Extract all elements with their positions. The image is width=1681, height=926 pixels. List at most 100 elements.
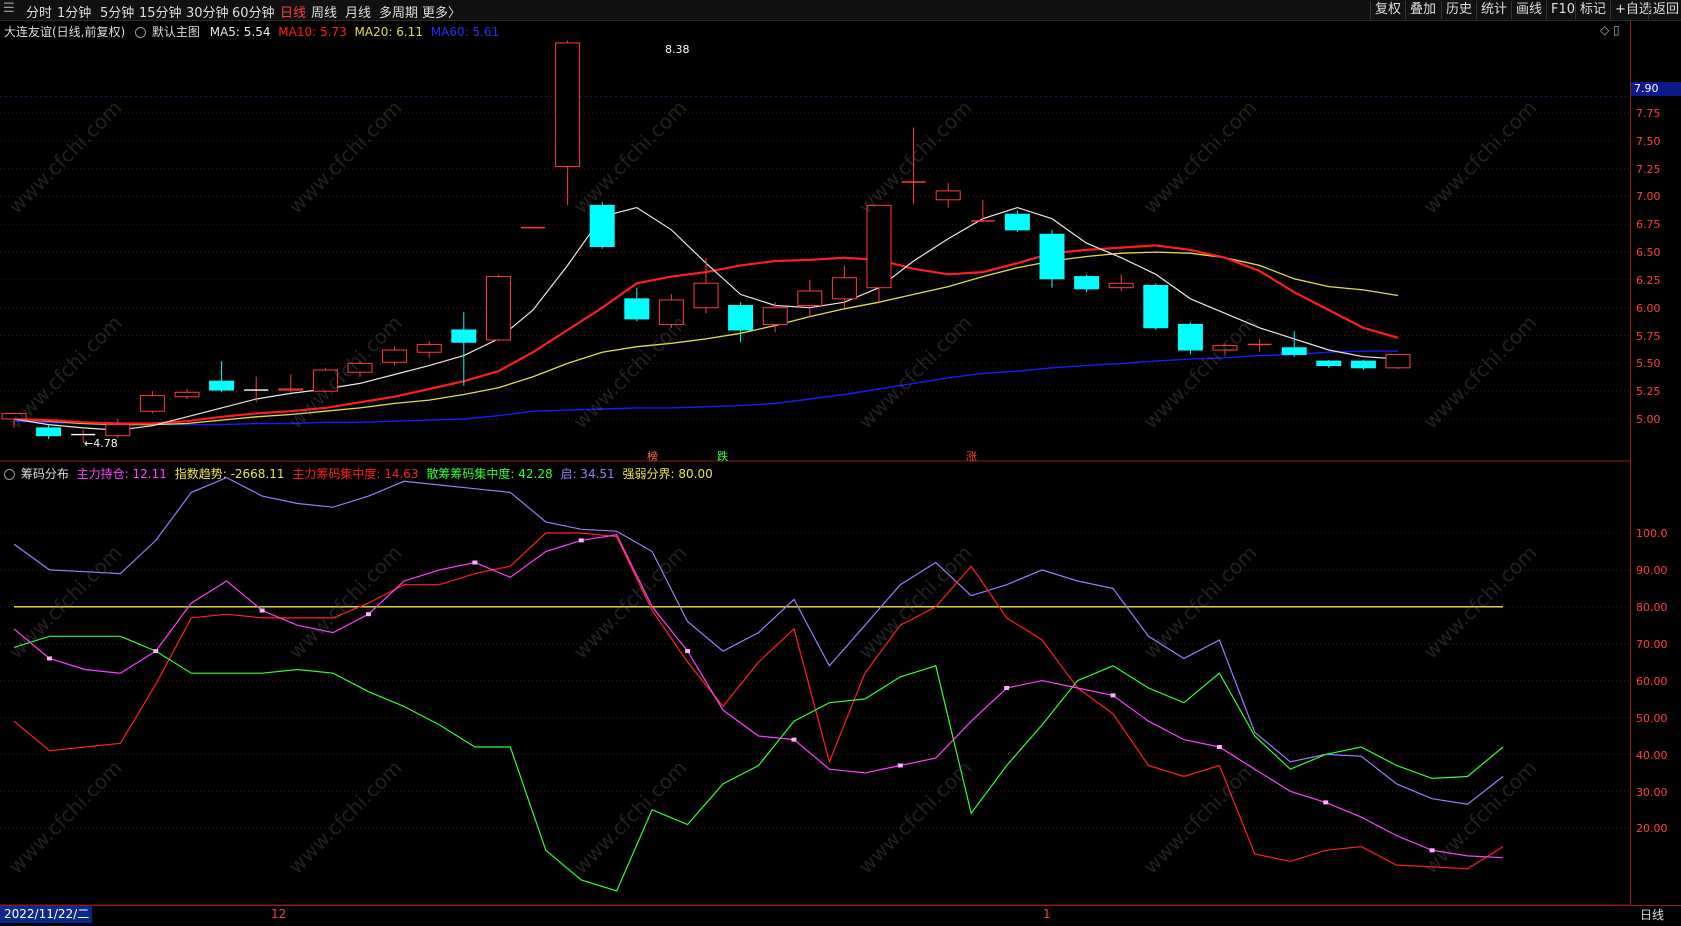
candle-body-up xyxy=(555,42,581,167)
candle-body-up xyxy=(1108,282,1134,289)
history-button[interactable]: 历史 xyxy=(1441,1,1476,19)
candle-body-up xyxy=(797,290,823,307)
main-hold-marker xyxy=(1004,685,1010,690)
price-tick: 6.75 xyxy=(1636,218,1661,231)
main-hold-marker xyxy=(46,656,52,661)
candle-body-up xyxy=(866,204,892,289)
candle-body-up xyxy=(174,391,200,398)
ma5-line xyxy=(13,206,1399,431)
candle-body-up xyxy=(105,424,131,437)
candle-body-up xyxy=(658,299,684,325)
period-tab-15min[interactable]: 15分钟 xyxy=(139,6,182,21)
candle-body-up xyxy=(485,276,511,341)
period-tab-multi[interactable]: 多周期 xyxy=(379,6,419,21)
stats-button[interactable]: 统计 xyxy=(1476,1,1511,19)
candle-body-up xyxy=(312,369,338,392)
price-tick: 6.00 xyxy=(1636,302,1661,315)
price-tick: 6.25 xyxy=(1636,274,1661,287)
candle-body-down xyxy=(1177,323,1203,351)
collapse-icon[interactable]: ▯ xyxy=(1613,23,1620,37)
main-hold-line xyxy=(13,534,1504,859)
sub-tick: 60.00 xyxy=(1636,675,1668,688)
main-hold-marker xyxy=(1429,848,1435,853)
main-hold-marker xyxy=(897,763,903,768)
low-price-label: ←4.78 xyxy=(84,437,118,450)
candle-body-up xyxy=(278,388,304,391)
period-tab-30min[interactable]: 30分钟 xyxy=(186,6,229,21)
candle-body-up xyxy=(1212,345,1238,351)
candle-body-down xyxy=(1316,360,1342,367)
main-hold-marker xyxy=(1216,745,1222,750)
adjust-button[interactable]: 复权 xyxy=(1370,1,1405,19)
ma10-value: MA10: 5.73 xyxy=(278,25,347,39)
kline-chart[interactable] xyxy=(0,0,1630,905)
ma20-value: MA20: 6.11 xyxy=(354,25,423,39)
mark-button[interactable]: 标记 xyxy=(1575,1,1610,19)
sub-tick: 40.00 xyxy=(1636,749,1668,762)
main-hold-marker xyxy=(366,612,372,617)
sub-indicator-title[interactable]: 筹码分布 xyxy=(20,467,69,481)
candle-body-up xyxy=(831,277,857,300)
signal-bang: 榜 xyxy=(647,450,658,463)
retail-concentration-line xyxy=(13,635,1504,892)
f10-button[interactable]: F10 xyxy=(1546,1,1579,19)
main-hold-value: 主力持仓: 12.11 xyxy=(76,467,167,481)
candle-body-up xyxy=(693,282,719,309)
candle-body-up xyxy=(347,362,373,373)
sub-tick: 100.0 xyxy=(1636,527,1668,540)
main-hold-marker xyxy=(1110,693,1116,698)
period-tab-more[interactable]: 更多〉 xyxy=(422,6,462,21)
indicator-toggle-icon[interactable] xyxy=(135,27,147,38)
period-toolbar: ☰ 分时 1分钟 5分钟 15分钟 30分钟 60分钟 日线 周线 月线 多周期… xyxy=(0,0,1681,21)
sub-tick: 30.00 xyxy=(1636,786,1668,799)
period-tab-5min[interactable]: 5分钟 xyxy=(100,6,135,21)
low-price-value: 4.78 xyxy=(93,437,118,450)
price-scale xyxy=(1630,20,1681,905)
period-tab-1min[interactable]: 1分钟 xyxy=(57,6,92,21)
start-value: 启: 34.51 xyxy=(560,467,615,481)
month-12-label: 12 xyxy=(271,907,287,921)
candle-body-down xyxy=(1074,276,1100,290)
index-trend-value: 指数趋势: -2668.11 xyxy=(174,467,285,481)
ma20-line xyxy=(13,251,1399,426)
main-hold-marker xyxy=(685,649,691,654)
main-hold-marker xyxy=(578,538,584,543)
period-tab-60min[interactable]: 60分钟 xyxy=(232,6,275,21)
period-indicator-button[interactable]: 日线 xyxy=(1640,908,1665,922)
candle-body-up xyxy=(935,190,961,201)
price-tick: 7.50 xyxy=(1636,135,1661,148)
draw-button[interactable]: 画线 xyxy=(1511,1,1546,19)
cursor-date: 2022/11/22/二 xyxy=(0,906,92,923)
main-chart-legend: 大连友谊(日线,前复权) 默认主图 MA5: 5.54 MA10: 5.73 M… xyxy=(4,23,499,40)
overlay-button[interactable]: 叠加 xyxy=(1405,1,1440,19)
period-tab-weekly[interactable]: 周线 xyxy=(311,6,338,21)
add-watchlist-button[interactable]: +自选 xyxy=(1610,1,1656,19)
candle-body-up xyxy=(416,343,442,353)
period-tab-monthly[interactable]: 月线 xyxy=(345,6,372,21)
ma60-line xyxy=(13,350,1398,426)
sub-indicator-icon[interactable] xyxy=(4,469,15,480)
sub-tick: 70.00 xyxy=(1636,638,1668,651)
menu-icon[interactable]: ☰ xyxy=(3,1,15,16)
back-button[interactable]: 返回 xyxy=(1648,1,1681,19)
sub-tick: 80.00 xyxy=(1636,601,1668,614)
sub-chart-legend: 筹码分布 主力持仓: 12.11 指数趋势: -2668.11 主力筹码集中度:… xyxy=(4,465,713,482)
candle-body-down xyxy=(728,305,754,331)
candle-body-down xyxy=(1004,213,1030,231)
diamond-icon[interactable]: ◇ xyxy=(1600,23,1610,37)
price-tick: 6.50 xyxy=(1636,246,1661,259)
high-price-label: 8.38 xyxy=(665,43,690,56)
period-tab-fenshi[interactable]: 分时 xyxy=(26,6,53,21)
ma5-value: MA5: 5.54 xyxy=(209,25,271,39)
candle-body-up xyxy=(762,307,788,325)
retail-conc-value: 散筹筹码集中度: 42.28 xyxy=(426,467,553,481)
main-conc-value: 主力筹码集中度: 14.63 xyxy=(292,467,419,481)
price-tick: 7.75 xyxy=(1636,107,1661,120)
candle-body-up xyxy=(139,395,165,412)
candle-body-down xyxy=(1039,233,1065,280)
candle-body-down xyxy=(1143,284,1169,329)
candle-body-down xyxy=(1281,347,1307,355)
indicator-name[interactable]: 默认主图 xyxy=(151,25,200,39)
main-hold-marker xyxy=(791,737,797,742)
period-tab-daily[interactable]: 日线 xyxy=(280,6,307,21)
